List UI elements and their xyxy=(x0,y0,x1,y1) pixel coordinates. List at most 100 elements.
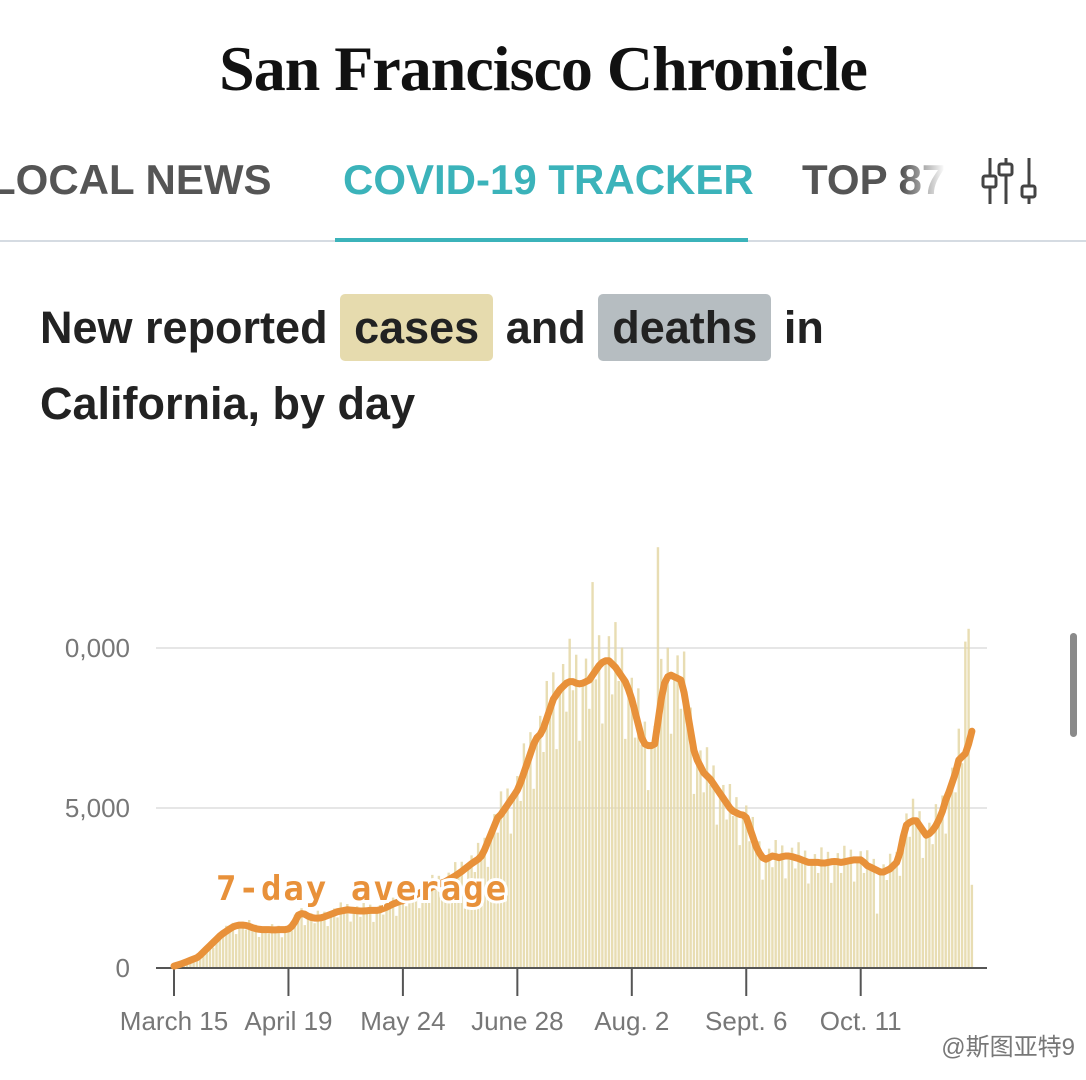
bar xyxy=(575,654,578,968)
bar xyxy=(862,872,866,968)
bar xyxy=(846,864,849,968)
bar xyxy=(342,912,346,968)
scrollbar[interactable] xyxy=(1070,633,1077,737)
bar xyxy=(522,743,526,968)
bar xyxy=(879,872,882,968)
bar xyxy=(414,887,418,968)
bar xyxy=(656,547,660,968)
filter-icon[interactable] xyxy=(981,158,1037,204)
bar xyxy=(650,745,653,968)
bar xyxy=(738,845,741,968)
bar xyxy=(571,690,575,968)
bar xyxy=(754,849,758,968)
bar xyxy=(852,881,856,968)
bar xyxy=(228,930,231,968)
bar xyxy=(238,925,241,968)
bar xyxy=(424,884,427,968)
bar xyxy=(610,694,614,968)
bar xyxy=(584,658,588,968)
bar xyxy=(404,906,408,968)
bar xyxy=(771,867,774,968)
bar xyxy=(843,845,846,968)
bar xyxy=(944,833,947,968)
bar xyxy=(463,888,467,968)
nav-item[interactable]: TOP 87 xyxy=(802,156,946,203)
bar xyxy=(787,856,790,968)
bar xyxy=(620,647,624,968)
bar xyxy=(280,937,284,968)
bar xyxy=(898,875,902,968)
bar xyxy=(454,862,457,968)
bar xyxy=(627,689,630,968)
bar xyxy=(823,866,826,968)
bar xyxy=(355,906,359,968)
x-tick-label: Aug. 2 xyxy=(594,1006,669,1036)
bar xyxy=(192,959,195,968)
bar xyxy=(395,915,398,968)
bar xyxy=(905,813,908,968)
title-highlight-deaths: deaths xyxy=(598,294,772,361)
bar xyxy=(205,949,208,968)
bar xyxy=(447,872,450,968)
bar xyxy=(450,886,454,968)
bar xyxy=(316,910,320,968)
bar xyxy=(663,691,666,968)
logo[interactable]: San Francisco Chronicle xyxy=(219,33,868,104)
bar xyxy=(198,956,202,968)
bar xyxy=(581,683,584,968)
bar xyxy=(225,925,228,968)
bar xyxy=(525,769,529,968)
bar xyxy=(895,851,898,968)
bar xyxy=(856,859,859,968)
bar xyxy=(797,842,800,968)
bar xyxy=(709,784,712,968)
bar xyxy=(875,913,879,968)
bar xyxy=(489,833,493,968)
bar xyxy=(486,866,490,968)
bar xyxy=(408,887,411,968)
bar xyxy=(718,793,722,968)
chart-title: New reported cases and deaths in Califor… xyxy=(40,290,1040,442)
bar xyxy=(457,876,460,968)
bar xyxy=(941,795,944,968)
bar xyxy=(411,898,414,968)
bar xyxy=(696,760,699,968)
bar xyxy=(437,875,441,968)
bar xyxy=(591,582,594,968)
bar xyxy=(277,925,280,968)
bar xyxy=(427,896,431,968)
bar xyxy=(931,844,934,968)
bar xyxy=(594,679,598,968)
bar xyxy=(640,744,643,968)
bar xyxy=(653,726,656,968)
bar xyxy=(270,924,274,968)
bar xyxy=(545,680,548,968)
bar xyxy=(692,793,696,968)
bar xyxy=(552,672,555,968)
bar xyxy=(375,910,378,968)
bar xyxy=(339,902,342,968)
x-tick-label: June 28 xyxy=(471,1006,564,1036)
bar xyxy=(542,752,545,968)
bar xyxy=(365,912,369,968)
y-tick-label: 0 xyxy=(116,953,130,983)
bar xyxy=(509,833,513,968)
bar xyxy=(264,926,267,968)
bar xyxy=(202,949,205,968)
bar xyxy=(790,847,794,968)
bar xyxy=(777,860,781,968)
bar xyxy=(888,853,892,968)
bar xyxy=(866,850,869,968)
bar xyxy=(597,635,601,968)
nav-item[interactable]: COVID-19 TRACKER xyxy=(343,156,754,203)
nav-item[interactable]: LOCAL NEWS xyxy=(0,156,272,203)
bar xyxy=(512,795,516,968)
bar xyxy=(274,931,277,968)
bar xyxy=(820,847,823,968)
bar xyxy=(254,924,257,968)
bar xyxy=(300,908,303,968)
bar xyxy=(470,855,473,968)
line-annotation: 7-day average xyxy=(216,869,508,909)
bar xyxy=(712,765,715,968)
